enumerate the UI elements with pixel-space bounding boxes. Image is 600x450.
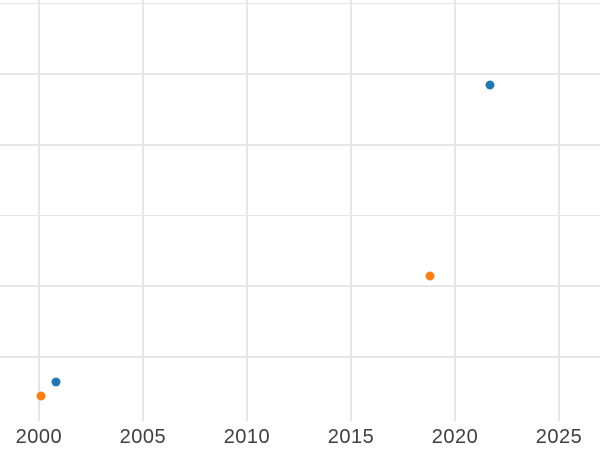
x-tick-label: 2025 — [535, 426, 583, 448]
x-tick-label: 2005 — [119, 426, 167, 448]
y-gridline — [0, 355, 600, 358]
x-tick-label: 2015 — [327, 426, 375, 448]
blue-series-point — [51, 377, 61, 387]
orange-series-point — [425, 271, 435, 281]
x-tick-label: 2020 — [431, 426, 479, 448]
x-tick-label: 2000 — [15, 426, 63, 448]
x-gridline — [38, 0, 40, 421]
orange-series-point — [36, 391, 46, 401]
x-gridline — [558, 0, 560, 421]
y-gridline — [0, 144, 600, 146]
x-tick-label: 2010 — [223, 426, 271, 448]
blue-series-point — [485, 80, 495, 90]
x-gridline — [454, 0, 456, 421]
x-gridline — [142, 0, 144, 421]
y-gridline — [0, 73, 600, 75]
y-gridline — [0, 214, 600, 217]
y-gridline — [0, 2, 600, 5]
x-gridline — [246, 0, 248, 421]
y-gridline — [0, 285, 600, 287]
x-gridline — [350, 0, 352, 421]
